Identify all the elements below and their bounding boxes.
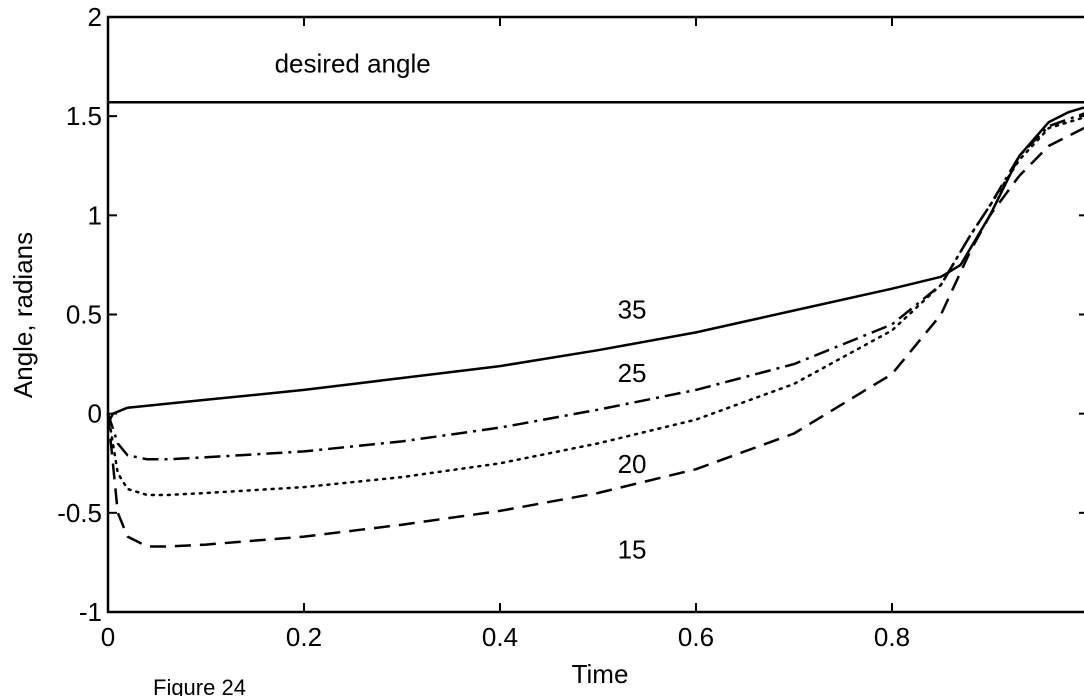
x-axis-ticks: 0 0.2 0.4 0.6 0.8 — [101, 17, 910, 652]
figure-caption: Figure 24 — [153, 675, 246, 696]
annotation-layer: desired angle 35 25 20 15 — [275, 49, 647, 565]
y-tick-label: 0.5 — [66, 300, 102, 330]
y-axis-title: Angle, radians — [8, 232, 38, 398]
series-line-solid-1 — [106, 106, 1084, 425]
series-annotation: 20 — [618, 449, 647, 479]
y-tick-label: -0.5 — [57, 498, 102, 528]
series-annotation: 15 — [618, 534, 647, 564]
x-tick-label: 0.4 — [482, 622, 518, 652]
x-axis-title: Time — [572, 659, 629, 689]
x-tick-label: 0.8 — [874, 622, 910, 652]
y-axis-ticks: -1 -0.5 0 0.5 1 1.5 2 — [57, 2, 1084, 627]
x-tick-label: 0 — [101, 622, 115, 652]
series-layer — [106, 101, 1084, 548]
series-line-dashdot-2 — [106, 112, 1084, 461]
x-tick-label: 0.2 — [286, 622, 322, 652]
series-annotation: desired angle — [275, 49, 431, 79]
series-line-dotted-3 — [106, 116, 1084, 497]
series-line-dashed-4 — [106, 126, 1084, 548]
y-tick-label: 1.5 — [66, 101, 102, 131]
y-tick-label: 2 — [88, 2, 102, 32]
y-tick-label: 0 — [88, 399, 102, 429]
series-annotation: 35 — [618, 294, 647, 324]
plot-frame — [106, 15, 1084, 614]
y-tick-label: 1 — [88, 200, 102, 230]
y-tick-label: -1 — [79, 597, 102, 627]
x-tick-label: 0.6 — [678, 622, 714, 652]
series-annotation: 25 — [618, 358, 647, 388]
